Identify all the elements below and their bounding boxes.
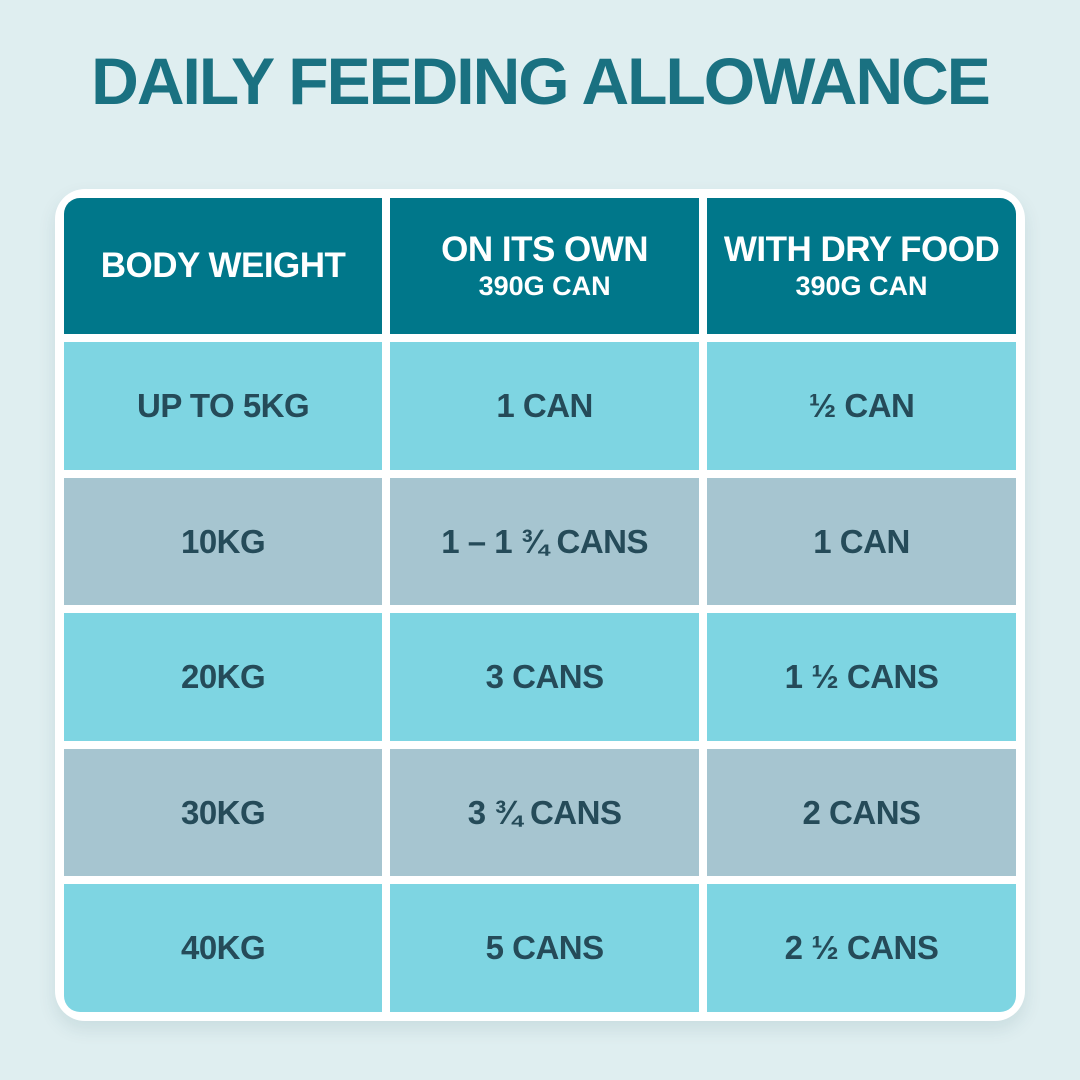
column-header-label: ON ITS OWN (441, 229, 649, 269)
column-header-label: BODY WEIGHT (100, 246, 346, 285)
table-cell-with-dry-food: 2 ½ CANS (707, 884, 1016, 1012)
table-cell-on-its-own: 1 CAN (390, 342, 700, 470)
column-header-sublabel: 390G CAN (478, 271, 611, 302)
feeding-table-card: BODY WEIGHT ON ITS OWN 390G CAN WITH DRY… (55, 188, 1025, 1021)
feeding-table: BODY WEIGHT ON ITS OWN 390G CAN WITH DRY… (64, 197, 1016, 1012)
table-cell-with-dry-food: 1 CAN (707, 477, 1016, 606)
table-cell-body-weight: UP TO 5KG (64, 342, 383, 470)
table-cell-body-weight: 10KG (64, 477, 383, 606)
column-header-label: WITH DRY FOOD (723, 229, 1000, 269)
page-title: DAILY FEEDING ALLOWANCE (91, 44, 991, 118)
column-header-on-its-own: ON ITS OWN 390G CAN (390, 197, 700, 335)
table-cell-on-its-own: 1 – 1 ¾ CANS (390, 477, 700, 606)
column-header-sublabel: 390G CAN (795, 271, 928, 302)
table-cell-with-dry-food: 1 ½ CANS (707, 613, 1016, 741)
column-header-body-weight: BODY WEIGHT (64, 197, 383, 335)
column-header-with-dry-food: WITH DRY FOOD 390G CAN (707, 197, 1016, 335)
table-cell-with-dry-food: 2 CANS (707, 748, 1016, 877)
table-cell-body-weight: 40KG (64, 884, 383, 1012)
table-cell-with-dry-food: ½ CAN (707, 342, 1016, 470)
table-cell-on-its-own: 3 ¾ CANS (390, 748, 700, 877)
table-cell-on-its-own: 3 CANS (390, 613, 700, 741)
table-cell-body-weight: 20KG (64, 613, 383, 741)
table-cell-on-its-own: 5 CANS (390, 884, 700, 1012)
table-cell-body-weight: 30KG (64, 748, 383, 877)
